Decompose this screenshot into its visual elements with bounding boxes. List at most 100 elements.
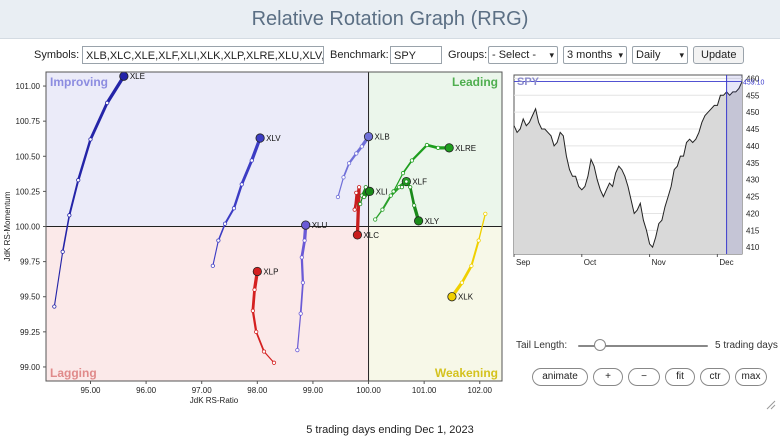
spy-x-tick-label: Oct bbox=[584, 258, 597, 267]
tail-point bbox=[298, 311, 303, 316]
title-bar: Relative Rotation Graph (RRG) bbox=[0, 0, 780, 39]
head-marker[interactable] bbox=[352, 230, 363, 240]
improving-quadrant bbox=[46, 72, 369, 227]
tail-point bbox=[250, 308, 255, 313]
tail-point bbox=[341, 175, 346, 180]
chevron-down-icon: ▾ bbox=[618, 50, 623, 60]
series-xlb[interactable]: XLB bbox=[335, 132, 390, 200]
series-xlk[interactable]: XLK bbox=[447, 211, 488, 302]
tail-point bbox=[399, 185, 405, 190]
leading-label: Leading bbox=[452, 75, 498, 89]
period-select[interactable]: 3 months ▾ bbox=[563, 46, 627, 64]
tail-point bbox=[249, 158, 254, 163]
tail-point bbox=[469, 263, 474, 268]
symbols-input[interactable]: XLB,XLC,XLE,XLF,XLI,XLK,XLP,XLRE,XLU,XLV… bbox=[82, 46, 324, 64]
y-tick-label: 99.75 bbox=[20, 258, 41, 267]
weakening-quadrant bbox=[368, 226, 502, 381]
spy-y-tick-label: 435 bbox=[746, 159, 760, 168]
tail-segment bbox=[251, 309, 258, 333]
head-marker[interactable] bbox=[365, 186, 375, 196]
improving-label: Improving bbox=[50, 75, 108, 89]
tail-point bbox=[424, 142, 430, 148]
head-marker[interactable] bbox=[444, 143, 454, 153]
spy-y-tick-label: 445 bbox=[746, 125, 760, 134]
head-marker[interactable] bbox=[447, 292, 457, 302]
head-marker[interactable] bbox=[119, 71, 129, 81]
update-button[interactable]: Update bbox=[693, 46, 745, 64]
tail-segment bbox=[300, 239, 306, 259]
tail-point bbox=[222, 221, 228, 226]
tail-segment bbox=[68, 179, 80, 217]
head-marker[interactable] bbox=[252, 266, 262, 277]
tail-point bbox=[352, 207, 357, 212]
tail-segment bbox=[61, 214, 71, 253]
resize-grip-icon[interactable] bbox=[766, 400, 776, 410]
tail-point bbox=[302, 238, 307, 243]
tail-segment bbox=[342, 162, 350, 179]
series-xlv[interactable]: XLV bbox=[210, 133, 281, 268]
lagging-label: Lagging bbox=[50, 366, 97, 380]
tail-length-slider-track[interactable] bbox=[578, 345, 708, 347]
y-tick-label: 100.50 bbox=[16, 152, 41, 161]
period-select-value: 3 months bbox=[567, 49, 613, 61]
groups-select[interactable]: - Select - ▾ bbox=[488, 46, 558, 64]
symbols-label: Symbols: bbox=[34, 49, 80, 61]
tail-length-slider-handle[interactable] bbox=[594, 339, 606, 351]
x-tick-label: 101.00 bbox=[412, 386, 437, 395]
tail-segment bbox=[410, 143, 429, 162]
chevron-down-icon: ▾ bbox=[549, 50, 554, 60]
head-marker[interactable] bbox=[413, 216, 424, 226]
benchmark-input[interactable]: SPY bbox=[390, 46, 442, 64]
head-marker[interactable] bbox=[363, 132, 374, 142]
center-button[interactable]: ctr bbox=[700, 368, 730, 386]
tail-point bbox=[361, 194, 367, 200]
tail-point bbox=[60, 249, 65, 254]
fit-button[interactable]: fit bbox=[665, 368, 695, 386]
x-tick-label: 99.00 bbox=[303, 386, 324, 395]
zoom-out-button[interactable]: − bbox=[628, 368, 660, 386]
tail-point bbox=[412, 203, 417, 208]
rrg-chart[interactable]: Improving Leading Lagging Weakening XLE XLV X… bbox=[0, 68, 510, 418]
weakening-label: Weakening bbox=[435, 366, 498, 380]
series-xlc[interactable]: XLC bbox=[352, 185, 379, 240]
footer-caption: 5 trading days ending Dec 1, 2023 bbox=[306, 424, 474, 436]
spy-x-tick-label: Dec bbox=[719, 258, 733, 267]
tail-point bbox=[52, 304, 57, 309]
series-label: XLK bbox=[458, 293, 474, 302]
tail-point bbox=[404, 179, 409, 184]
animate-button[interactable]: animate bbox=[532, 368, 588, 386]
tail-segment bbox=[402, 159, 413, 174]
tail-point bbox=[346, 161, 352, 166]
tail-point bbox=[254, 329, 259, 334]
tail-point bbox=[476, 238, 481, 243]
x-tick-label: 96.00 bbox=[136, 386, 157, 395]
tail-point bbox=[335, 194, 341, 200]
head-marker[interactable] bbox=[301, 220, 311, 230]
head-marker[interactable] bbox=[255, 133, 265, 143]
series-xlu[interactable]: XLU bbox=[295, 220, 328, 353]
zoom-in-button[interactable]: + bbox=[593, 368, 623, 386]
frequency-select[interactable]: Daily ▾ bbox=[632, 46, 688, 64]
spy-y-tick-label: 430 bbox=[746, 176, 760, 185]
x-tick-label: 100.00 bbox=[356, 386, 381, 395]
tail-segment bbox=[470, 239, 480, 267]
series-label: XLE bbox=[130, 72, 145, 81]
series-xly[interactable]: XLY bbox=[399, 179, 440, 226]
series-xlre[interactable]: XLRE bbox=[391, 142, 476, 194]
spy-price-chart: 460 455 450 445 440 435 430 425 420 415 410 459.10 S… bbox=[513, 74, 765, 267]
series-xle[interactable]: XLE bbox=[52, 71, 145, 309]
tail-point bbox=[459, 280, 465, 285]
tail-point bbox=[356, 185, 362, 190]
tail-segment bbox=[355, 185, 361, 237]
tail-segment bbox=[255, 330, 265, 353]
tail-window-highlight bbox=[726, 75, 742, 254]
tail-point bbox=[354, 151, 359, 156]
tail-point bbox=[359, 144, 364, 149]
series-label: XLB bbox=[375, 133, 390, 142]
series-xli[interactable]: XLI bbox=[358, 185, 388, 207]
tail-segment bbox=[296, 312, 302, 351]
max-button[interactable]: max bbox=[735, 368, 767, 386]
series-xlp[interactable]: XLP bbox=[250, 266, 278, 365]
series-label: XLF bbox=[412, 178, 427, 187]
tail-point bbox=[271, 360, 277, 365]
